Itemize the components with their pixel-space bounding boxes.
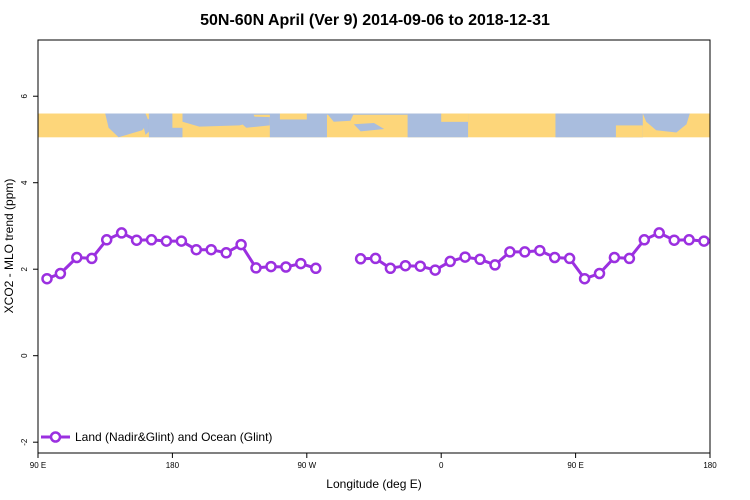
- data-point: [534, 244, 546, 257]
- y-tick-label: 2: [20, 266, 29, 271]
- y-axis-label: XCO2 - MLO trend (ppm): [2, 179, 16, 314]
- data-point: [489, 259, 501, 271]
- plot-frame: [37, 39, 711, 454]
- series-line: [360, 231, 705, 281]
- legend: Land (Nadir&Glint) and Ocean (Glint): [41, 430, 272, 444]
- y-tick-label: 6: [20, 93, 29, 98]
- world-map-band: [38, 113, 710, 138]
- data-point: [115, 227, 128, 239]
- map-ocean-shape: [353, 123, 385, 132]
- data-point: [384, 262, 397, 275]
- data-point: [608, 251, 621, 264]
- data-point: [220, 247, 232, 259]
- x-axis-label: Longitude (deg E): [326, 477, 421, 491]
- data-point: [563, 252, 576, 265]
- data-point: [175, 235, 188, 247]
- data-point: [130, 234, 143, 246]
- data-point: [205, 243, 217, 256]
- data-point: [54, 267, 67, 280]
- map-land-shape: [279, 113, 307, 120]
- data-point: [265, 260, 277, 273]
- legend-marker-swatch: [49, 431, 62, 443]
- x-tick-label: 0: [439, 461, 444, 470]
- data-point: [414, 260, 427, 272]
- data-point: [190, 243, 203, 256]
- x-axis: 90 E 180 90 W 0 90 E 180: [30, 453, 717, 470]
- map-land-shape: [615, 125, 643, 138]
- chart-title: 50N-60N April (Ver 9) 2014-09-06 to 2018…: [200, 12, 550, 29]
- data-point: [653, 227, 665, 239]
- data-point: [519, 246, 531, 258]
- data-point: [100, 234, 113, 246]
- x-tick-label: 90 W: [297, 461, 316, 470]
- x-tick-label: 90 E: [567, 461, 583, 470]
- data-point: [638, 234, 651, 246]
- y-tick-label: 4: [20, 180, 29, 185]
- data-point: [235, 238, 247, 251]
- y-axis: -2 0 2 4 6: [20, 93, 38, 446]
- data-point: [683, 234, 695, 246]
- data-point: [698, 235, 710, 247]
- data-point: [504, 246, 516, 258]
- data-point: [145, 234, 158, 246]
- data-point: [399, 259, 412, 272]
- series-layer: [41, 227, 710, 285]
- data-point: [593, 267, 606, 280]
- legend-entry-label: Land (Nadir&Glint) and Ocean (Glint): [75, 430, 272, 444]
- data-point: [280, 261, 292, 273]
- data-point: [459, 251, 471, 263]
- data-point: [160, 235, 173, 247]
- map-land-shape: [441, 113, 469, 122]
- x-tick-label: 90 E: [30, 461, 46, 470]
- map-ocean-shape: [105, 113, 149, 138]
- map-ocean-shape: [642, 113, 690, 133]
- data-point: [86, 252, 98, 265]
- data-point: [71, 251, 83, 264]
- data-point: [250, 262, 262, 274]
- map-land-shape: [172, 113, 183, 128]
- data-point: [295, 257, 307, 270]
- data-point: [41, 272, 53, 285]
- data-point: [310, 262, 322, 275]
- data-point: [623, 252, 636, 265]
- x-tick-label: 180: [166, 461, 180, 470]
- data-point: [578, 272, 591, 285]
- data-point: [444, 255, 456, 268]
- x-tick-label: 180: [703, 461, 717, 470]
- y-tick-label: 0: [20, 353, 29, 358]
- data-point: [668, 234, 680, 246]
- data-point: [354, 253, 367, 265]
- data-point: [369, 252, 382, 265]
- map-ocean-shape: [327, 113, 354, 122]
- data-point: [548, 251, 561, 264]
- map-ocean-shape: [232, 115, 270, 128]
- data-point: [474, 253, 486, 266]
- data-point: [429, 264, 441, 276]
- y-tick-label: -2: [20, 438, 29, 446]
